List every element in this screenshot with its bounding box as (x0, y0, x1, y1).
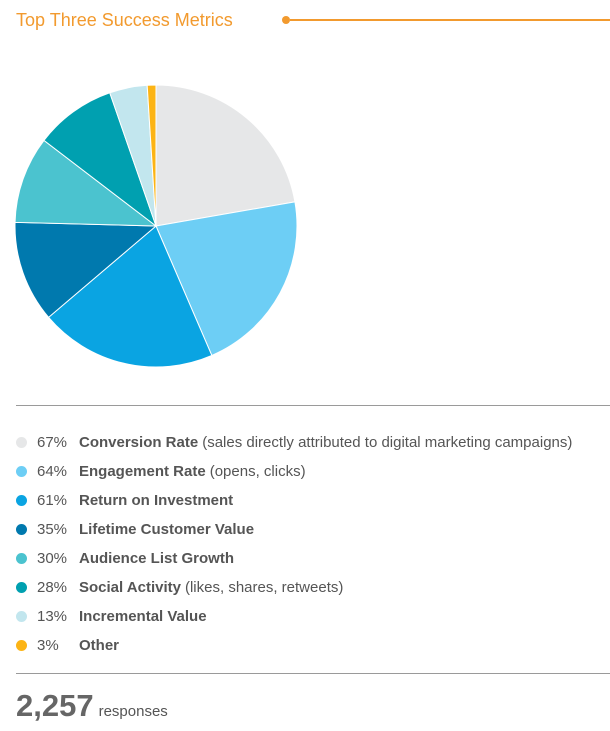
pie-slice-social-activity (43, 92, 158, 228)
legend-label: Incremental Value (79, 608, 207, 625)
legend-percent: 13% (37, 608, 68, 625)
response-count-number: 2,257 (16, 688, 94, 723)
legend-color-dot (16, 640, 27, 651)
legend-percent: 35% (37, 521, 68, 538)
title-rule-dot (282, 16, 290, 24)
chart-header: Top Three Success Metrics (16, 8, 610, 38)
legend-description: (sales directly attributed to digital ma… (202, 434, 573, 451)
legend-percent: 61% (37, 492, 68, 509)
legend-color-dot (16, 466, 27, 477)
legend-color-dot (16, 553, 27, 564)
legend-label: Other (79, 637, 120, 654)
legend: 67% Conversion Rate (sales directly attrib… (16, 428, 610, 660)
chart-title: Top Three Success Metrics (16, 10, 233, 30)
legend-item: 13% Incremental Value (16, 602, 610, 631)
pie-slice-engagement-rate (155, 201, 298, 357)
legend-top-divider (16, 405, 610, 406)
legend-item: 67% Conversion Rate (sales directly attrib… (16, 428, 610, 457)
legend-label: Audience List Growth (79, 550, 235, 567)
legend-color-dot (16, 582, 27, 593)
response-count-unit: responses (98, 703, 168, 720)
legend-color-dot (16, 495, 27, 506)
legend-item: 64% Engagement Rate (opens, clicks) (16, 457, 610, 486)
legend-label: Conversion Rate (79, 434, 199, 451)
legend-item: 30% Audience List Growth (16, 544, 610, 573)
legend-percent: 3% (37, 637, 59, 654)
pie-slice-conversion-rate (155, 84, 296, 227)
legend-color-dot (16, 437, 27, 448)
title-rule (290, 19, 610, 21)
legend-bottom-divider (16, 673, 610, 674)
legend-percent: 30% (37, 550, 68, 567)
legend-label: Social Activity (79, 579, 181, 596)
response-count: 2,257 responses (16, 688, 168, 724)
pie-slice-return-on-investment (47, 225, 213, 368)
legend-label: Lifetime Customer Value (79, 521, 255, 538)
legend-item: 35% Lifetime Customer Value (16, 515, 610, 544)
legend-item: 3% Other (16, 631, 610, 660)
legend-percent: 64% (37, 463, 68, 480)
legend-color-dot (16, 524, 27, 535)
legend-description: (opens, clicks) (209, 463, 306, 480)
legend-percent: 28% (37, 579, 68, 596)
legend-description: (likes, shares, retweets) (184, 579, 344, 596)
pie-chart (14, 84, 298, 368)
legend-color-dot (16, 611, 27, 622)
legend-label: Engagement Rate (79, 463, 206, 480)
legend-item: 28% Social Activity (likes, shares, retwee… (16, 573, 610, 602)
pie-slice-other (146, 84, 157, 227)
legend-label: Return on Investment (79, 492, 234, 509)
pie-slice-audience-list-growth (14, 139, 158, 227)
legend-percent: 67% (37, 434, 68, 451)
pie-slice-lifetime-customer-value (14, 221, 158, 319)
legend-item: 61% Return on Investment (16, 486, 610, 515)
